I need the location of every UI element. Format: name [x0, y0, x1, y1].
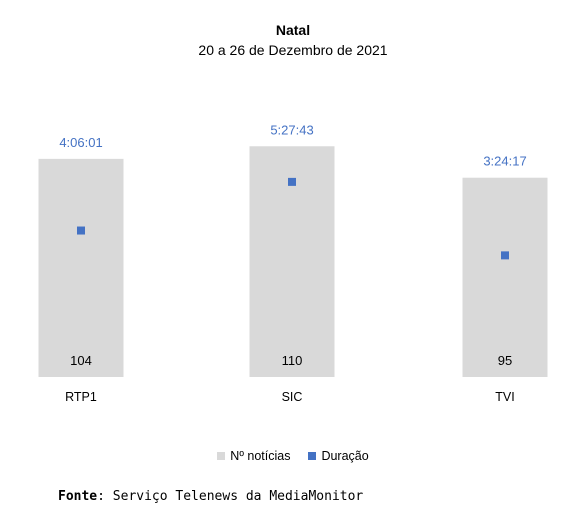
chart-title: Natal	[275, 22, 311, 38]
duration-label-sic: 5:27:43	[270, 122, 313, 137]
source-text: : Serviço Telenews da MediaMonitor	[97, 489, 364, 504]
duration-marker-tvi	[501, 251, 509, 260]
category-label-tvi: TVI	[495, 390, 514, 404]
legend-label-duracao: Duração	[321, 449, 369, 463]
bar-tvi	[462, 177, 548, 377]
legend-swatch-noticias	[217, 452, 226, 460]
category-label-sic: SIC	[282, 390, 303, 404]
category-label-rtp1: RTP1	[65, 390, 97, 404]
chart-subtitle: 20 a 26 de Dezembro de 2021	[198, 42, 388, 58]
duration-label-rtp1: 4:06:01	[59, 135, 102, 150]
bar-value-label-rtp1: 104	[70, 353, 92, 368]
duration-marker-sic	[288, 177, 296, 186]
legend-item-noticias: Nº notícias	[217, 449, 290, 463]
duration-marker-rtp1	[77, 226, 85, 235]
duration-label-tvi: 3:24:17	[483, 154, 526, 169]
bar-rtp1	[38, 158, 124, 377]
source-note: Fonte: Serviço Telenews da MediaMonitor	[58, 489, 363, 504]
bar-value-label-tvi: 95	[498, 353, 512, 368]
legend-label-noticias: Nº notícias	[230, 449, 291, 463]
source-label: Fonte	[58, 489, 98, 504]
legend-item-duracao: Duração	[308, 449, 369, 463]
legend-swatch-duracao	[308, 452, 317, 460]
chart-legend: Nº notícias Duração	[0, 449, 586, 463]
bar-value-label-sic: 110	[282, 353, 303, 368]
